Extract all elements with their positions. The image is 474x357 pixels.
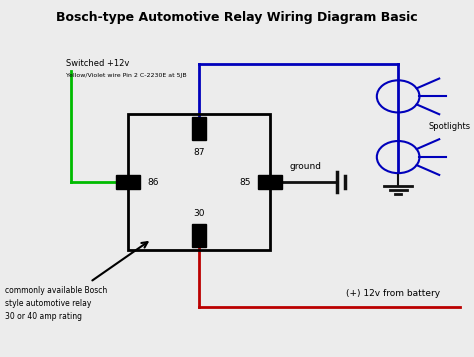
- Text: Switched +12v: Switched +12v: [66, 59, 130, 68]
- Bar: [258, 175, 282, 189]
- Text: Yellow/Violet wire Pin 2 C-2230E at 5JB: Yellow/Violet wire Pin 2 C-2230E at 5JB: [66, 73, 187, 78]
- Text: commonly available Bosch
style automotive relay
30 or 40 amp rating: commonly available Bosch style automotiv…: [5, 286, 107, 321]
- Bar: [128, 114, 270, 250]
- Bar: [116, 175, 140, 189]
- Text: Bosch-type Automotive Relay Wiring Diagram Basic: Bosch-type Automotive Relay Wiring Diagr…: [56, 11, 418, 24]
- Text: 30: 30: [193, 209, 205, 218]
- Text: ground: ground: [289, 162, 321, 171]
- Text: 87: 87: [193, 148, 205, 157]
- Bar: [192, 117, 206, 140]
- Text: Spotlights: Spotlights: [429, 122, 471, 131]
- Bar: [192, 224, 206, 247]
- Text: (+) 12v from battery: (+) 12v from battery: [346, 289, 440, 298]
- Text: 85: 85: [240, 177, 251, 187]
- Text: 86: 86: [147, 177, 158, 187]
